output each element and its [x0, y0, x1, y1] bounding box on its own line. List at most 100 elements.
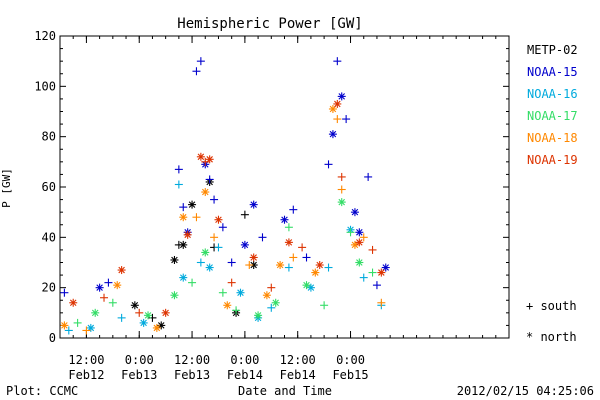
- north-point-noaa-15: [355, 228, 364, 237]
- marker-legend-north: * north: [526, 330, 577, 344]
- south-point-noaa-18: [337, 185, 346, 194]
- south-point-noaa-18: [289, 253, 298, 262]
- south-point-noaa-19: [337, 172, 346, 181]
- north-point-noaa-15: [328, 130, 337, 139]
- north-point-noaa-17: [254, 311, 263, 320]
- north-point-noaa-18: [223, 301, 232, 310]
- legend-noaa-18: NOAA-18: [527, 131, 578, 145]
- y-tick-label: 80: [42, 130, 56, 144]
- north-point-noaa-15: [337, 92, 346, 101]
- y-tick-label: 40: [42, 230, 56, 244]
- north-point-noaa-16: [139, 318, 148, 327]
- legend-noaa-16: NOAA-16: [527, 87, 578, 101]
- north-point-noaa-18: [311, 268, 320, 277]
- south-point-noaa-15: [364, 172, 373, 181]
- x-axis-ticks: 12:00Feb120:00Feb1312:00Feb130:00Feb1412…: [68, 36, 497, 382]
- marker-legend: + south * north: [526, 299, 577, 344]
- x-tick-time: 12:00: [68, 353, 104, 367]
- north-point-noaa-15: [95, 283, 104, 292]
- north-point-noaa-19: [183, 230, 192, 239]
- x-tick-date: Feb13: [174, 368, 210, 382]
- south-point-noaa-16: [284, 263, 293, 272]
- x-tick-time: 0:00: [336, 353, 365, 367]
- x-tick-time: 12:00: [280, 353, 316, 367]
- south-point-noaa-17: [218, 288, 227, 297]
- plot-frame: [59, 35, 510, 339]
- south-point-noaa-16: [174, 180, 183, 189]
- north-point-noaa-16: [86, 323, 95, 332]
- x-tick-time: 0:00: [125, 353, 154, 367]
- south-point-metp-02: [148, 313, 157, 322]
- north-point-noaa-19: [69, 298, 78, 307]
- south-point-noaa-18: [82, 326, 91, 335]
- north-point-noaa-19: [214, 215, 223, 224]
- south-point-noaa-15: [324, 160, 333, 169]
- south-point-noaa-16: [359, 273, 368, 282]
- south-point-noaa-15: [196, 57, 205, 66]
- x-tick-time: 12:00: [174, 353, 210, 367]
- x-tick-date: Feb14: [227, 368, 263, 382]
- north-point-noaa-17: [271, 298, 280, 307]
- legend-noaa-17: NOAA-17: [527, 109, 578, 123]
- south-point-noaa-17: [368, 268, 377, 277]
- north-point-noaa-18: [60, 321, 69, 330]
- north-point-metp-02: [157, 321, 166, 330]
- north-point-noaa-18: [262, 291, 271, 300]
- y-tick-label: 0: [49, 331, 56, 345]
- south-point-noaa-15: [289, 205, 298, 214]
- legend-metp-02: METP-02: [527, 43, 578, 57]
- y-tick-label: 100: [34, 79, 56, 93]
- south-point-noaa-17: [108, 298, 117, 307]
- y-axis-ticks: 0 20 40 60 80 100 120: [34, 29, 509, 345]
- south-point-noaa-19: [100, 293, 109, 302]
- south-point-noaa-15: [372, 281, 381, 290]
- south-point-noaa-17: [232, 306, 241, 315]
- footer-timestamp: 2012/02/15 04:25:06: [457, 384, 594, 398]
- south-point-noaa-16: [64, 326, 73, 335]
- chart-title: Hemispheric Power [GW]: [177, 16, 362, 32]
- north-point-noaa-19: [315, 261, 324, 270]
- north-point-noaa-17: [201, 248, 210, 257]
- south-point-noaa-18: [192, 213, 201, 222]
- legend-noaa-19: NOAA-19: [527, 153, 578, 167]
- south-point-noaa-16: [214, 243, 223, 252]
- south-point-noaa-19: [298, 243, 307, 252]
- north-point-noaa-17: [170, 291, 179, 300]
- north-point-noaa-15: [240, 240, 249, 249]
- footer-credit: Plot: CCMC: [6, 384, 78, 398]
- south-point-noaa-19: [201, 157, 210, 166]
- x-tick-time: 0:00: [230, 353, 259, 367]
- x-tick-date: Feb13: [121, 368, 157, 382]
- north-point-noaa-19: [117, 266, 126, 275]
- south-point-noaa-17: [284, 223, 293, 232]
- marker-legend-south: + south: [526, 299, 577, 313]
- south-point-noaa-15: [227, 258, 236, 267]
- y-tick-label: 120: [34, 29, 56, 43]
- legend-noaa-15: NOAA-15: [527, 65, 578, 79]
- north-point-noaa-19: [249, 253, 258, 262]
- north-point-noaa-18: [179, 213, 188, 222]
- south-point-noaa-19: [368, 245, 377, 254]
- north-point-noaa-18: [350, 240, 359, 249]
- south-point-noaa-19: [227, 278, 236, 287]
- north-point-metp-02: [130, 301, 139, 310]
- south-point-noaa-18: [245, 261, 254, 270]
- data-points: [60, 57, 390, 335]
- south-point-noaa-15: [205, 175, 214, 184]
- north-point-noaa-17: [144, 311, 153, 320]
- south-point-noaa-15: [174, 165, 183, 174]
- south-point-noaa-15: [258, 233, 267, 242]
- north-point-noaa-19: [355, 238, 364, 247]
- south-point-noaa-19: [135, 308, 144, 317]
- north-point-metp-02: [188, 200, 197, 209]
- south-point-noaa-17: [346, 228, 355, 237]
- south-point-noaa-18: [333, 115, 342, 124]
- south-point-noaa-15: [218, 223, 227, 232]
- south-point-noaa-18: [377, 298, 386, 307]
- north-point-noaa-18: [201, 188, 210, 197]
- north-point-noaa-16: [306, 283, 315, 292]
- north-point-noaa-17: [91, 308, 100, 317]
- south-point-noaa-17: [188, 278, 197, 287]
- south-point-noaa-19: [267, 283, 276, 292]
